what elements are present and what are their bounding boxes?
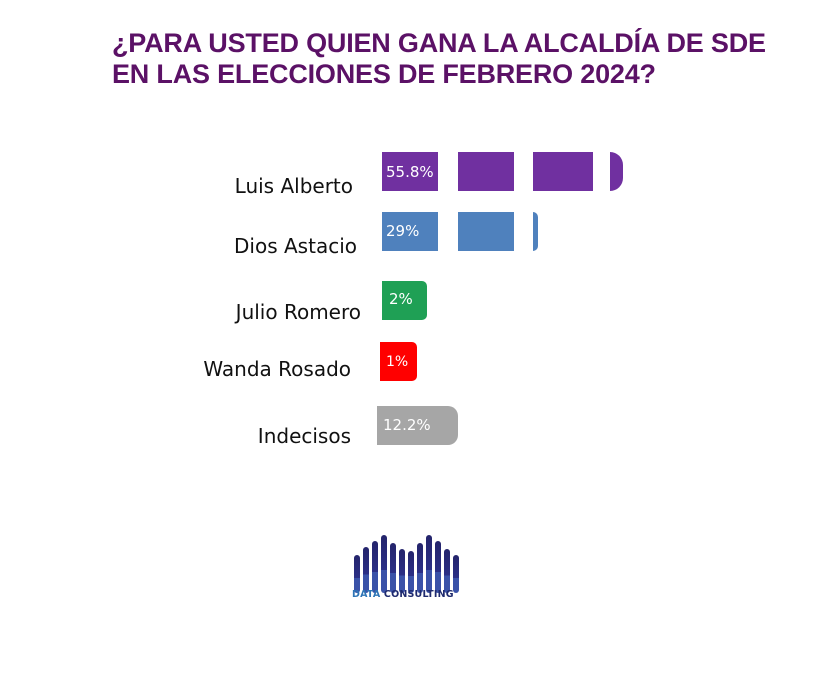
value-label: 12.2%: [383, 416, 431, 434]
value-label: 2%: [389, 290, 413, 308]
bar-segment: [382, 281, 427, 320]
bar-segment: [382, 152, 438, 191]
title-line-2: EN LAS ELECCIONES DE FEBRERO 2024?: [112, 59, 656, 89]
bar-segment: [382, 212, 438, 251]
bar-end-cap: [610, 152, 623, 191]
bar-segment: [533, 152, 593, 191]
logo-word-consulting: CONSULTING: [383, 589, 454, 600]
logo-wordmark: DATA CONSULTING: [352, 589, 454, 600]
chart-title: ¿PARA USTED QUIEN GANA LA ALCALDÍA DE SD…: [112, 28, 772, 90]
category-label-indecisos: Indecisos: [257, 424, 351, 448]
data-consulting-logo-icon: [354, 535, 459, 593]
category-label-luis-alberto: Luis Alberto: [234, 174, 353, 198]
category-label-wanda-rosado: Wanda Rosado: [203, 357, 351, 381]
value-label: 1%: [386, 354, 409, 370]
title-line-1: ¿PARA USTED QUIEN GANA LA ALCALDÍA DE SD…: [112, 28, 766, 58]
bar-segment: [377, 406, 458, 445]
bar-segment: [458, 212, 514, 251]
bar-segment: [458, 152, 514, 191]
logo-word-data: DATA: [352, 589, 381, 600]
value-label: 55.8%: [386, 163, 434, 181]
bar-end-cap: [533, 212, 538, 251]
value-label: 29%: [386, 222, 420, 240]
bar-segment: [380, 342, 417, 381]
category-label-julio-romero: Julio Romero: [235, 300, 361, 324]
category-label-dios-astacio: Dios Astacio: [234, 234, 357, 258]
